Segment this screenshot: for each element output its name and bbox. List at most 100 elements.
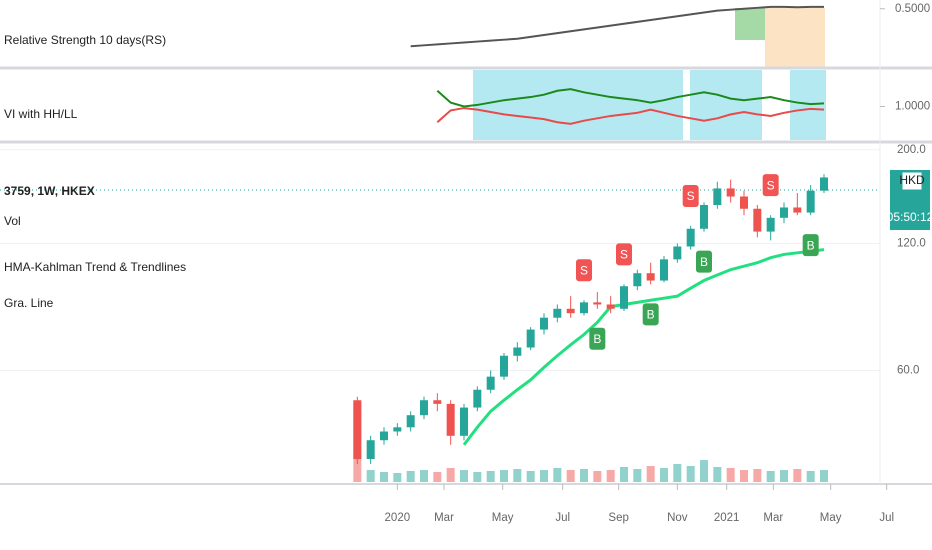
- signal-label: B: [593, 332, 601, 346]
- volume-bar: [473, 472, 482, 482]
- signal-badge: [696, 250, 712, 273]
- candle-body: [553, 308, 562, 318]
- volume-bar: [406, 471, 415, 482]
- signal-label: S: [767, 178, 775, 192]
- candle-body: [433, 400, 442, 404]
- candle-body: [620, 286, 628, 309]
- volume-bar: [793, 469, 802, 482]
- currency: HKD: [899, 173, 925, 187]
- legend-item: Gra. Line: [4, 296, 54, 310]
- x-tick-label: Jul: [879, 512, 894, 524]
- y-tick-label: 60.0: [897, 364, 919, 376]
- vi-shade: [473, 70, 683, 140]
- pane-tick-label: 0.5000: [895, 3, 930, 15]
- x-tick-label: May: [820, 512, 842, 524]
- candle-body: [380, 431, 388, 441]
- y-tick-label: 200.0: [897, 144, 926, 156]
- candle-body: [820, 177, 828, 191]
- candle-body: [353, 400, 362, 460]
- volume-bar: [460, 470, 468, 482]
- volume-bar: [633, 469, 642, 482]
- candle-body: [700, 204, 708, 229]
- rs-shade: [735, 8, 765, 40]
- volume-bar: [500, 470, 508, 482]
- candle-body: [646, 273, 655, 281]
- pane-title: Relative Strength 10 days(RS): [4, 33, 166, 47]
- indicator-line: [436, 88, 825, 108]
- volume-bar: [726, 468, 735, 482]
- x-tick-label: 2020: [385, 512, 411, 524]
- signal-label: B: [647, 307, 655, 321]
- pane-title: VI with HH/LL: [4, 107, 78, 121]
- vi-shade: [690, 70, 762, 140]
- currency-box: [901, 171, 923, 191]
- volume-bar: [753, 469, 762, 482]
- signal-label: B: [700, 255, 708, 269]
- countdown: 05:50:12: [887, 210, 932, 224]
- volume-bar: [780, 470, 788, 482]
- signal-label: S: [580, 263, 588, 277]
- x-tick-label: Mar: [434, 512, 454, 524]
- candle-body: [513, 347, 522, 356]
- candle-body: [806, 190, 815, 213]
- x-tick-label: May: [492, 512, 514, 524]
- rs-shade: [765, 8, 825, 68]
- candle-body: [540, 317, 548, 330]
- legend-item: Vol: [4, 214, 21, 228]
- candle-body: [406, 415, 415, 428]
- signal-badge: [762, 174, 779, 197]
- volume-bar: [420, 470, 428, 482]
- volume-bar: [700, 460, 708, 482]
- candle-body: [460, 407, 468, 436]
- y-tick-label: 120.0: [897, 237, 926, 249]
- signal-badge: [682, 184, 699, 207]
- volume-bar: [646, 466, 655, 482]
- candle-body: [740, 196, 748, 209]
- volume-bar: [766, 471, 775, 482]
- volume-bar: [740, 470, 748, 482]
- candle-body: [526, 329, 535, 348]
- signal-label: S: [620, 247, 628, 261]
- volume-bar: [553, 468, 562, 482]
- candle-body: [753, 208, 762, 232]
- x-tick-label: Nov: [667, 512, 688, 524]
- volume-bar: [393, 473, 402, 482]
- volume-bar: [513, 469, 522, 482]
- volume-bar: [673, 464, 682, 482]
- volume-bar: [820, 470, 828, 482]
- volume-bar: [713, 467, 722, 482]
- candle-body: [606, 304, 615, 309]
- volume-bar: [566, 470, 575, 482]
- volume-bar: [446, 468, 455, 482]
- volume-bar: [580, 469, 588, 482]
- candle-body: [473, 389, 482, 408]
- symbol: 3759, 1W, HKEX: [4, 184, 95, 198]
- signal-badge: [642, 303, 659, 326]
- candle-body: [633, 273, 642, 287]
- candle-body: [500, 355, 508, 377]
- volume-bar: [593, 471, 602, 482]
- volume-bar: [486, 471, 495, 482]
- volume-bar: [433, 472, 442, 482]
- candle-body: [420, 400, 428, 416]
- signal-label: S: [687, 189, 695, 203]
- legend-item: HMA-Kahlman Trend & Trendlines: [4, 260, 186, 274]
- volume-bar: [540, 470, 548, 482]
- volume-bar: [606, 470, 615, 482]
- signal-badge: [802, 234, 819, 257]
- volume-bar: [380, 472, 388, 482]
- signal-label: B: [807, 238, 815, 252]
- candle-body: [580, 302, 588, 314]
- candle-body: [673, 246, 682, 260]
- indicator-line: [436, 107, 825, 125]
- volume-bar: [366, 470, 375, 482]
- candle-body: [393, 427, 402, 432]
- trend-line: [462, 248, 825, 446]
- vi-shade: [790, 70, 826, 140]
- candle-body: [686, 228, 695, 247]
- candle-body: [593, 302, 602, 305]
- signal-badge: [576, 259, 592, 282]
- candle-body: [713, 188, 722, 205]
